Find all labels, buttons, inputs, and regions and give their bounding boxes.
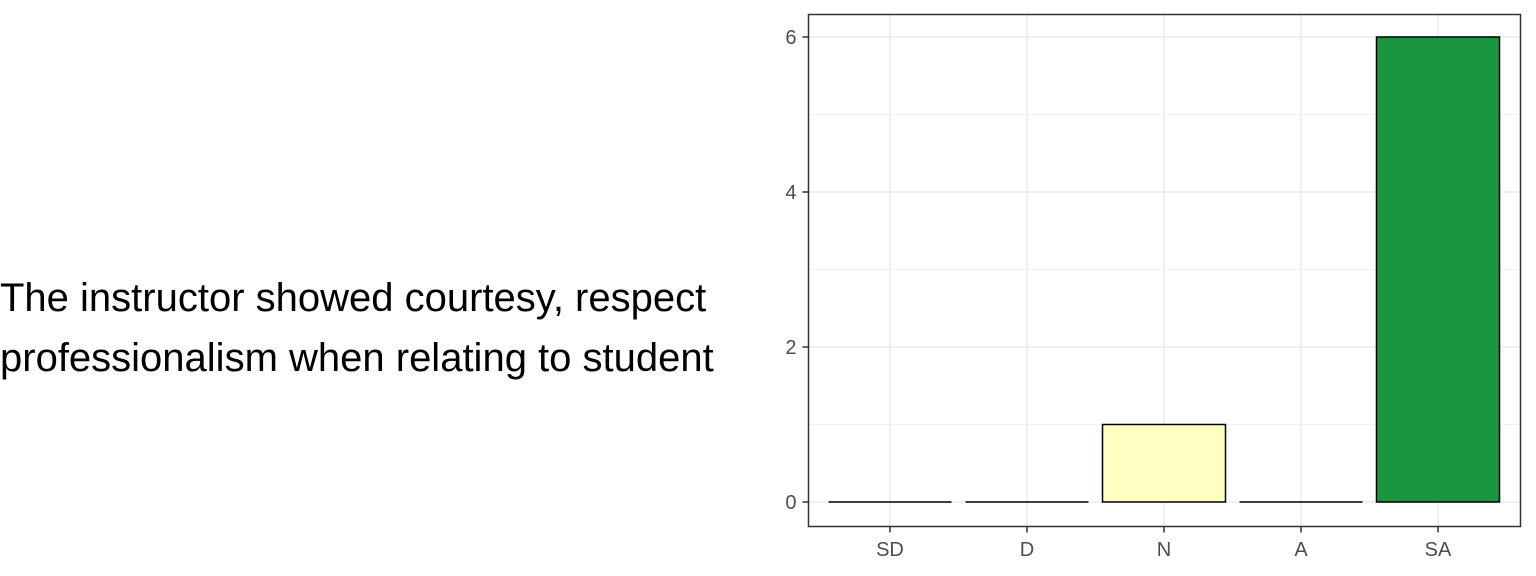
y-tick-label: 4 — [785, 182, 796, 204]
y-tick-label: 6 — [785, 27, 796, 49]
x-tick-label: SA — [1425, 539, 1452, 561]
x-tick-label: A — [1294, 539, 1308, 561]
x-tick-label: SD — [876, 539, 904, 561]
y-tick-label: 2 — [785, 337, 796, 359]
question-line-1: The instructor showed courtesy, respect — [0, 276, 707, 320]
bar-sa — [1375, 36, 1501, 503]
bar-n — [1101, 423, 1227, 503]
y-tick-label: 0 — [785, 492, 796, 514]
question-line-2: professionalism when relating to student — [0, 336, 714, 380]
x-tick-label: D — [1020, 539, 1034, 561]
bars — [828, 36, 1501, 503]
x-tick-label: N — [1157, 539, 1171, 561]
question-text: The instructor showed courtesy, respect … — [0, 268, 768, 388]
axes: 0 2 4 6 SD D N A SA — [785, 27, 1452, 561]
